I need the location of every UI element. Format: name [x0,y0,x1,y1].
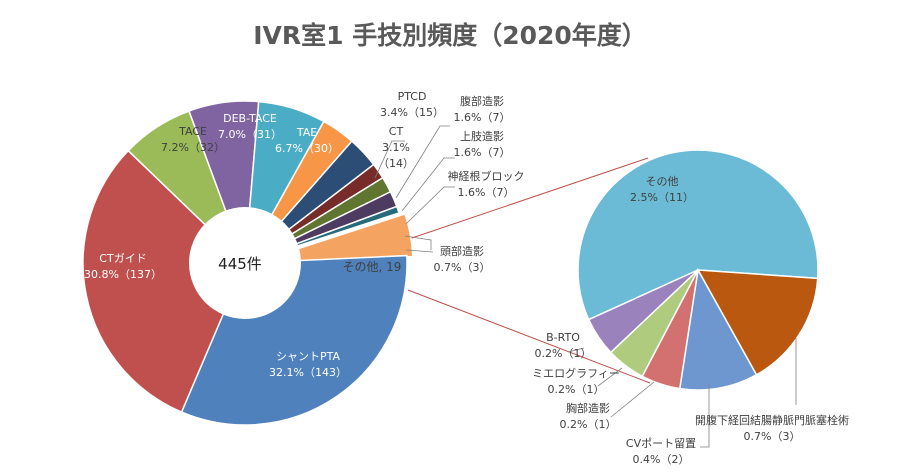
leader-lines [374,125,797,448]
slice-labels: シャントPTA 32.1%（143） CTガイド 30.8%（137） TACE 7.2%… [84,90,849,466]
label-cv-port: CVポート留置 0.4%（2） [626,437,696,466]
connector-top [405,157,649,241]
label-chest-angio: 胸部造影 0.2%（1） [560,401,617,431]
label-head-angio: 頭部造影 0.7%（3） [434,244,491,274]
label-abdominal-angio: 腹部造影 1.6%（7） [454,94,511,124]
label-portal-embolization: 開腹下経回結腸静脈門脈塞栓術 0.7%（3） [695,413,849,443]
leader-line-5 [405,249,434,253]
connector-bottom [407,289,651,384]
label-tace: TACE 7.2%（32） [161,125,225,154]
sub-slice-0 [577,149,819,321]
label-ct: CT 3.1%（14） [378,125,414,170]
connector-lines [405,157,651,384]
sub-slice-1 [696,269,819,376]
leader-line-2 [401,157,455,212]
leader-line-9 [597,367,623,387]
leader-line-7 [700,385,710,448]
leader-line-0 [374,140,405,179]
total-label: 445件 [218,255,262,273]
label-ptcd: PTCD 3.4%（15） [380,90,444,119]
sub-slice-5 [587,269,699,354]
main-slice-2 [82,149,246,414]
label-ct-guide: CTガイド 30.8%（137） [84,252,162,281]
leader-line-8 [610,381,655,418]
label-myelography: ミエログラフィー 0.2%（1） [532,366,620,396]
leader-line-10 [567,347,585,353]
label-shunt-pta: シャントPTA 32.1%（143） [269,350,347,379]
label-upper-limb-angio: 上肢造影 1.6%（7） [454,129,511,159]
sub-pie [577,149,819,391]
leader-line-4 [404,235,432,250]
label-main-other: その他, 19 [343,260,402,274]
donut-hole [189,207,301,319]
label-deb-tace: DEB-TACE 7.0%（31） [218,112,282,141]
leader-line-1 [395,125,450,199]
leader-line-3 [405,186,455,225]
sub-slice-2 [678,267,758,391]
label-nerve-root-block: 神経根ブロック 1.6%（7） [448,169,525,199]
label-b-rto: B-RTO 0.2%（1） [535,331,592,360]
label-tae: TAE 6.7%（30） [275,126,339,155]
chart-title: IVR室1 手技別頻度（2020年度） [253,21,647,50]
label-sub-other: その他 2.5%（11） [630,175,694,204]
